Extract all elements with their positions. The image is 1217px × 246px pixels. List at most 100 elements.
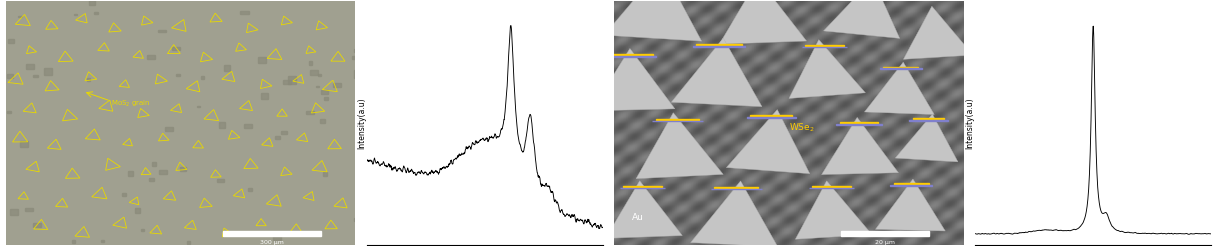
Polygon shape: [591, 48, 675, 111]
Text: Au: Au: [632, 214, 644, 222]
Bar: [152, 162, 156, 166]
Bar: [158, 170, 167, 174]
Bar: [812, 186, 851, 187]
Bar: [223, 231, 320, 236]
Polygon shape: [604, 0, 701, 41]
Polygon shape: [636, 113, 723, 179]
Bar: [33, 76, 38, 77]
Bar: [884, 66, 918, 68]
Text: 20 μm: 20 μm: [875, 240, 896, 245]
Bar: [44, 68, 52, 75]
Bar: [607, 56, 656, 57]
Polygon shape: [903, 6, 974, 59]
Polygon shape: [821, 117, 898, 175]
Text: WSe$_2$: WSe$_2$: [789, 121, 814, 134]
Bar: [173, 47, 180, 50]
Bar: [273, 233, 281, 240]
Bar: [219, 122, 225, 128]
Bar: [806, 45, 843, 46]
Polygon shape: [824, 0, 899, 38]
Bar: [840, 123, 879, 124]
Polygon shape: [896, 114, 958, 162]
Polygon shape: [690, 181, 778, 246]
Bar: [307, 111, 314, 114]
Bar: [692, 46, 745, 47]
Bar: [747, 117, 796, 118]
Bar: [320, 119, 325, 123]
Bar: [26, 208, 33, 211]
Bar: [135, 208, 140, 213]
Bar: [309, 61, 312, 64]
Bar: [323, 172, 327, 176]
Text: MoS$_2$ grain: MoS$_2$ grain: [111, 99, 151, 109]
Bar: [101, 240, 105, 242]
Bar: [7, 111, 11, 113]
Bar: [880, 68, 921, 69]
Bar: [750, 115, 792, 117]
Bar: [148, 178, 153, 181]
Bar: [21, 141, 28, 147]
Polygon shape: [796, 181, 871, 239]
Bar: [281, 131, 287, 134]
Bar: [333, 83, 341, 87]
Polygon shape: [864, 62, 935, 114]
Bar: [7, 74, 13, 78]
Bar: [128, 171, 133, 176]
Bar: [841, 231, 929, 236]
Bar: [197, 106, 200, 107]
Bar: [241, 11, 248, 14]
Title: WSe$_2$ Raman modes: WSe$_2$ Raman modes: [1047, 0, 1140, 1]
Bar: [260, 93, 268, 99]
Bar: [836, 124, 882, 125]
Polygon shape: [789, 40, 865, 98]
Bar: [247, 188, 252, 191]
Bar: [86, 78, 90, 81]
Polygon shape: [606, 181, 683, 238]
Bar: [186, 241, 190, 244]
Polygon shape: [672, 38, 762, 107]
Bar: [321, 90, 329, 94]
Bar: [175, 74, 180, 76]
Polygon shape: [719, 0, 807, 44]
Bar: [310, 70, 318, 75]
Y-axis label: Intensity(a.u): Intensity(a.u): [965, 97, 974, 149]
Bar: [33, 223, 41, 227]
Bar: [158, 30, 166, 32]
Bar: [352, 56, 355, 59]
Bar: [318, 74, 321, 76]
Y-axis label: Intensity(a.u): Intensity(a.u): [357, 97, 366, 149]
Bar: [354, 218, 359, 221]
Bar: [315, 86, 319, 87]
Bar: [284, 80, 291, 84]
Bar: [122, 193, 127, 196]
Bar: [9, 39, 15, 43]
Bar: [258, 57, 265, 63]
Bar: [73, 14, 77, 15]
Bar: [180, 167, 186, 171]
Bar: [10, 209, 18, 215]
Bar: [714, 187, 758, 188]
Bar: [217, 179, 224, 182]
Bar: [354, 70, 363, 78]
Bar: [89, 0, 95, 5]
Bar: [275, 136, 280, 139]
Bar: [18, 16, 22, 17]
Bar: [201, 76, 204, 79]
Polygon shape: [727, 109, 809, 174]
Bar: [893, 184, 929, 185]
Text: 300 μm: 300 μm: [259, 240, 284, 245]
Bar: [623, 186, 662, 187]
Bar: [802, 46, 847, 47]
Title: MoS$_2$ Raman modes: MoS$_2$ Raman modes: [438, 0, 531, 1]
Bar: [287, 76, 297, 84]
Bar: [224, 65, 230, 71]
Bar: [147, 55, 156, 59]
Bar: [913, 118, 944, 119]
Bar: [891, 185, 932, 186]
Bar: [354, 49, 361, 52]
Bar: [141, 229, 145, 231]
Bar: [72, 240, 75, 243]
Bar: [245, 124, 252, 128]
Bar: [164, 127, 173, 131]
Bar: [909, 120, 948, 121]
